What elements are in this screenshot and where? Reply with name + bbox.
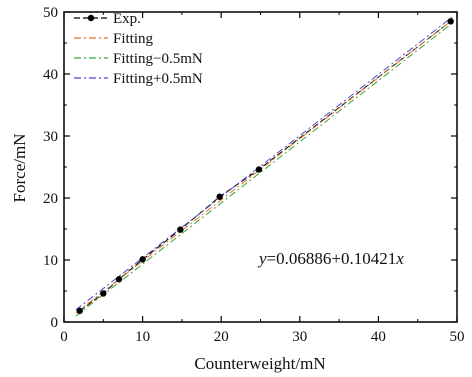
series-line	[75, 15, 454, 311]
exp-data-point	[216, 193, 223, 200]
exp-data-point	[255, 166, 263, 173]
x-tick-label: 40	[371, 329, 386, 345]
legend-marker	[87, 14, 95, 22]
exp-data-point	[115, 276, 123, 283]
legend-label: Fitting+0.5mN	[113, 71, 203, 87]
series-layer	[75, 15, 454, 317]
ticks-layer: 0 10 20 30 40 50 0 10 20 30 40 50	[43, 5, 465, 345]
series-line	[75, 22, 454, 317]
exp-data-point	[139, 256, 146, 263]
legend-label: Fitting−0.5mN	[113, 51, 203, 67]
y-tick-label: 10	[43, 253, 58, 269]
exp-data-point	[177, 226, 184, 233]
series-line	[75, 19, 454, 314]
x-axis-title: Counterweight/mN	[194, 354, 325, 373]
x-tick-label: 10	[135, 329, 150, 345]
x-tick-label: 50	[450, 329, 465, 345]
legend-label: Exp.	[113, 11, 141, 27]
y-axis-title: Force/mN	[10, 134, 29, 203]
y-tick-label: 40	[43, 67, 58, 83]
x-tick-label: 20	[214, 329, 229, 345]
exp-connector-line	[79, 20, 452, 312]
legend: Exp. Fitting Fitting−0.5mN Fitting+0.5mN	[74, 11, 203, 87]
y-tick-label: 0	[51, 315, 59, 331]
exp-data-point	[447, 18, 454, 25]
fit-equation: y=0.06886+0.10421x	[257, 249, 404, 268]
y-tick-label: 50	[43, 5, 58, 21]
legend-label: Fitting	[113, 31, 154, 47]
x-tick-label: 30	[292, 329, 307, 345]
points-layer	[76, 18, 454, 315]
y-tick-label: 20	[43, 191, 58, 207]
exp-data-point	[76, 307, 83, 315]
y-tick-label: 30	[43, 129, 58, 145]
x-tick-label: 0	[60, 329, 68, 345]
exp-data-point	[100, 290, 107, 297]
